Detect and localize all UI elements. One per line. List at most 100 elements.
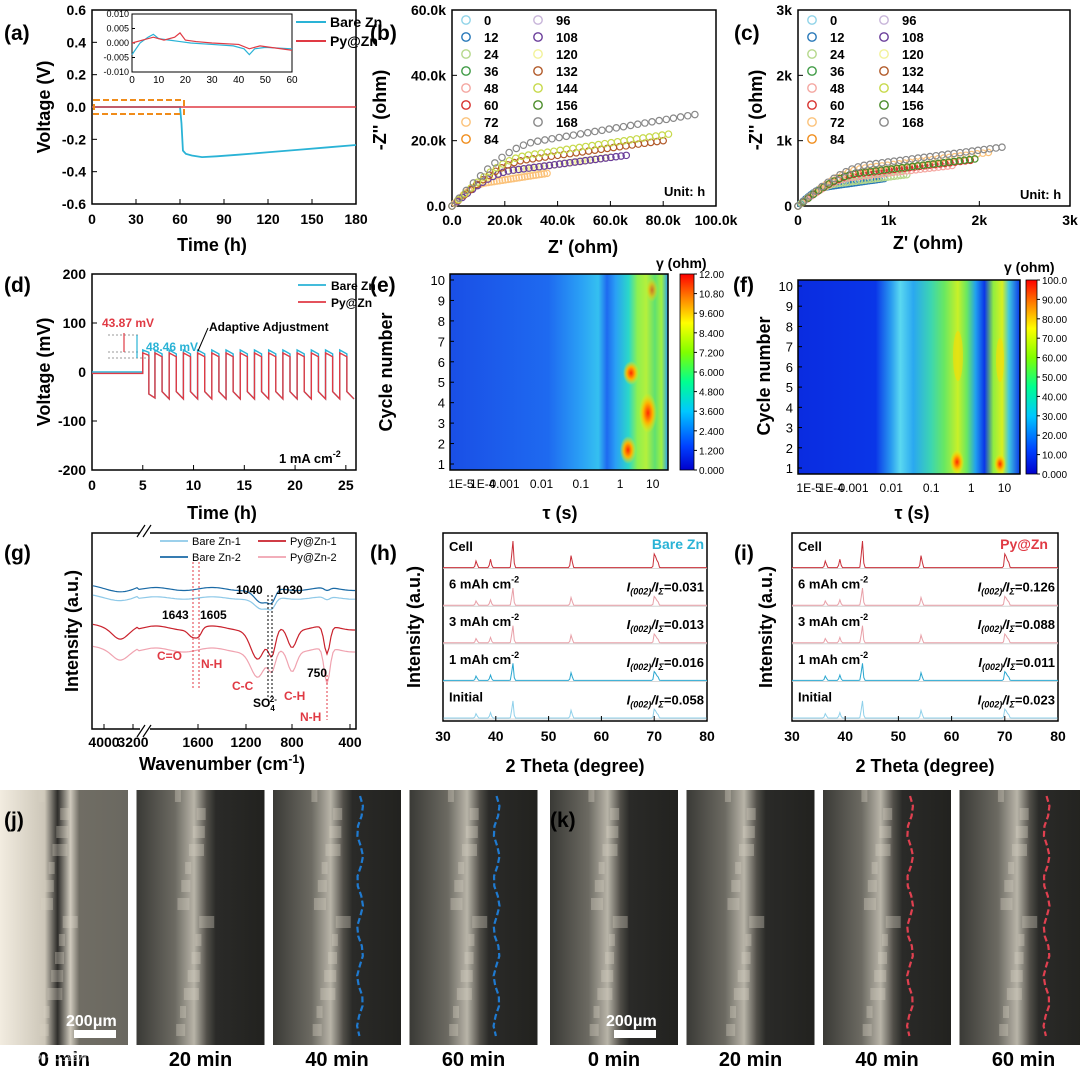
photo-texture <box>745 934 752 946</box>
micrograph-photo <box>959 790 1080 1045</box>
colorbar-tick-label: 12.00 <box>699 270 724 281</box>
data-point-t132 <box>497 164 506 172</box>
photo-texture <box>1000 898 1013 910</box>
x-tick-label: 80 <box>1050 728 1066 744</box>
photo-texture <box>453 1006 460 1018</box>
photo-texture <box>883 808 893 820</box>
data-point-t72 <box>866 163 875 172</box>
data-point-t168 <box>633 120 642 129</box>
xrd-pattern <box>792 588 1058 606</box>
photo-texture <box>331 934 338 946</box>
row-label: 3 mAh cm-2 <box>798 612 868 629</box>
plot-frame-e <box>449 273 669 471</box>
inset-x-tick-label: 10 <box>153 75 165 86</box>
photo-caption: 0 min <box>38 1049 90 1071</box>
x-tick-label: 25 <box>338 477 354 493</box>
legend-label: 132 <box>902 64 924 79</box>
legend-marker <box>461 15 471 25</box>
hotspot <box>623 361 639 385</box>
data-point-t108 <box>607 153 615 162</box>
legend-marker <box>879 117 889 127</box>
inset-y-tick-label: -0.010 <box>103 67 129 77</box>
data-point-t144 <box>908 162 917 171</box>
colorbar-tick-label: 6.000 <box>699 368 724 379</box>
y-tick-label: -0.6 <box>62 196 86 212</box>
data-point-t168 <box>469 179 478 187</box>
photo-texture <box>325 844 341 856</box>
colorbar-tick-label: 90.00 <box>1042 295 1067 306</box>
panel-label-f: (f) <box>733 274 754 297</box>
data-point-t132 <box>491 167 500 176</box>
y-tick-label: 8 <box>438 314 445 329</box>
y-tick-label: 9 <box>438 293 445 308</box>
photo-texture <box>333 808 343 820</box>
legend-label: 48 <box>484 81 498 96</box>
photo-texture <box>597 988 613 1000</box>
data-point-t108 <box>596 154 605 163</box>
photo-texture <box>51 970 64 982</box>
unit-note-c: Unit: h <box>1020 187 1061 202</box>
series-line-bare-zn <box>92 106 357 159</box>
data-point-t144 <box>877 166 886 174</box>
data-point-t144 <box>882 165 891 174</box>
y-tick-label: 0.4 <box>67 34 87 50</box>
plot-frame-i <box>791 532 1059 722</box>
photo-caption: 20 min <box>719 1049 782 1071</box>
legend-label: 12 <box>484 30 498 45</box>
dendrite-front-line <box>905 795 915 1037</box>
photo-texture <box>464 952 474 964</box>
inset-x-tick-label: 0 <box>129 75 135 86</box>
y-tick-label: 4 <box>438 396 445 411</box>
heatmap-f <box>798 280 1020 474</box>
data-point-t108 <box>555 160 564 168</box>
data-point-t168 <box>519 141 528 149</box>
data-point-t168 <box>626 121 635 130</box>
photo-texture <box>598 862 605 874</box>
annotation-48mV: 48.46 mV <box>146 340 198 354</box>
hotspot <box>996 338 1004 382</box>
photo-texture <box>606 826 619 838</box>
data-point-t108 <box>612 152 620 161</box>
legend-label: 168 <box>556 115 578 130</box>
y-tick-label: 0 <box>784 198 792 214</box>
xrd-pattern <box>443 700 707 719</box>
photo-texture <box>183 988 199 1000</box>
y-axis-label-c: -Z'' (ohm) <box>746 70 766 151</box>
legend-label: 84 <box>830 132 845 147</box>
x-tick-label: 60 <box>594 728 610 744</box>
data-point-t168 <box>583 128 592 137</box>
x-tick-label: 2k <box>972 212 988 228</box>
legend-label-py-zn: Py@Zn <box>330 33 378 49</box>
photo-texture <box>321 862 328 874</box>
photo-texture <box>177 898 190 910</box>
x-axis-label-b: Z' (ohm) <box>548 237 618 257</box>
row-label: 1 mAh cm-2 <box>449 650 519 667</box>
data-point-t72 <box>810 188 819 197</box>
colorbar-tick-label: 0.000 <box>699 466 724 477</box>
annotation-pointer <box>197 327 209 352</box>
photo-texture <box>601 970 614 982</box>
legend-label: Bare Zn-2 <box>192 552 241 564</box>
panel-label-b: (b) <box>370 22 397 45</box>
legend-marker <box>533 83 543 93</box>
y-ticks-a: 0.6 0.4 0.2 0.0 -0.2 -0.4 -0.6 <box>62 2 97 212</box>
data-point-t168 <box>483 165 492 173</box>
data-point-t168 <box>569 131 578 139</box>
row-label: Initial <box>798 689 832 704</box>
colorbar-tick-label: 2.400 <box>699 427 724 438</box>
x-tick-label: 0.001 <box>838 481 868 495</box>
x-axis-label-h: 2 Theta (degree) <box>505 756 644 776</box>
y-tick-label: 0.0 <box>427 198 447 214</box>
colorbar-ticks-f: 100.0 90.00 80.00 70.00 60.00 50.00 40.00 30.00… <box>1037 276 1067 481</box>
legend-marker <box>807 66 817 76</box>
x-ticks-a: 0 30 60 90 120 150 180 <box>88 199 368 227</box>
y-ticks-b: 0.0 20.0k 40.0k 60.0k <box>411 2 457 214</box>
photo-texture <box>737 970 750 982</box>
x-tick-label: 0.01 <box>880 481 904 495</box>
legend-marker <box>461 32 471 42</box>
legend-marker <box>461 134 471 144</box>
nyquist-curves-b <box>448 110 699 210</box>
data-point-t168 <box>794 202 802 210</box>
ratio-label: I(002)/IΣ=0.023 <box>978 692 1055 709</box>
